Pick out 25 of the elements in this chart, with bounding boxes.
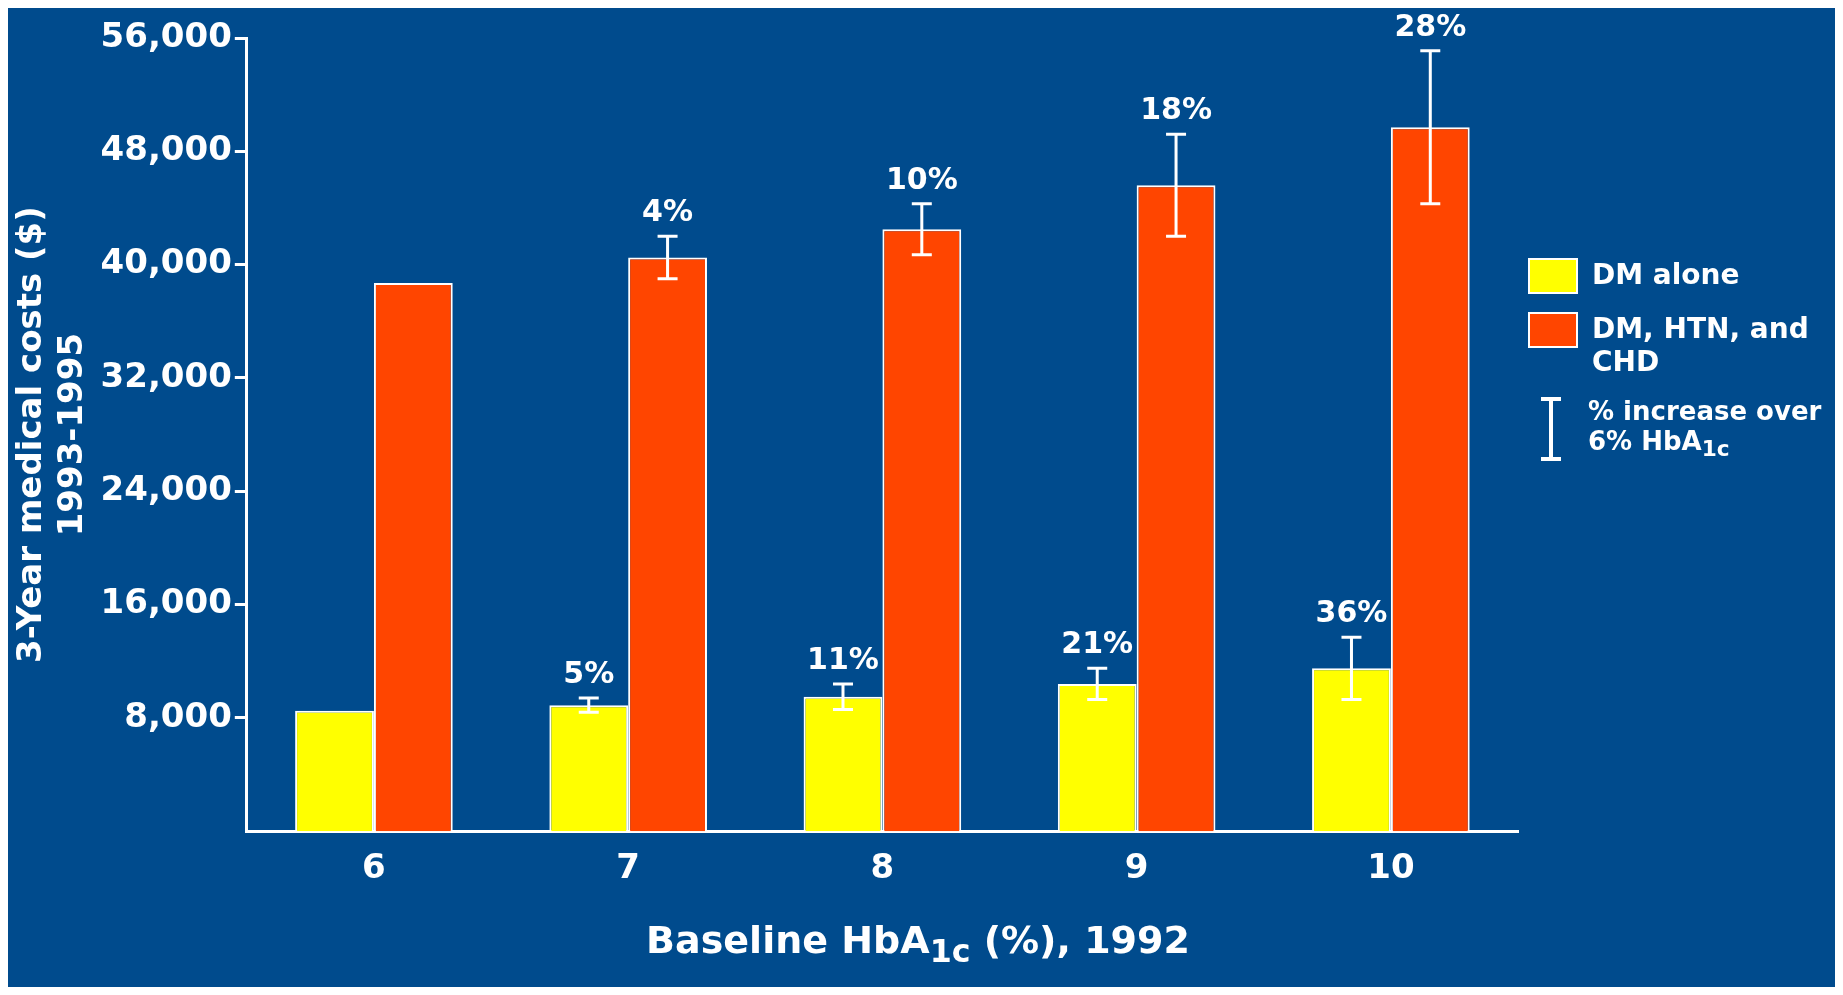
- y-tick-label: 24,000: [100, 468, 232, 509]
- annotation: 10%: [885, 160, 958, 196]
- annotation: 11%: [807, 640, 879, 676]
- x-tick-label: 8: [870, 846, 895, 887]
- annotation: 4%: [642, 193, 694, 229]
- annotation: 28%: [1394, 7, 1467, 43]
- annotation: 21%: [1061, 625, 1134, 661]
- y-tick-label: 48,000: [100, 128, 232, 169]
- legend-label: DM, HTN, and CHD: [1592, 312, 1810, 378]
- y-tick-label: 40,000: [100, 241, 232, 282]
- y-tick-label: 16,000: [100, 581, 232, 622]
- text: % increase over 6% HbA$_{1c}$: [1588, 396, 1823, 462]
- legend-label: DM alone: [1592, 258, 1740, 291]
- y-axis-title: 3-Year medical costs ($) 1993-1995: [9, 206, 91, 663]
- x-tick-label: 7: [616, 846, 640, 887]
- x-axis-title: Baseline HbA$_{1c}$ (%), 1992: [645, 918, 1191, 969]
- y-tick-label: 8,000: [124, 694, 232, 735]
- annotation: 36%: [1315, 593, 1388, 629]
- y-tick-label: 32,000: [100, 354, 232, 395]
- annotation: 5%: [563, 654, 615, 690]
- annotation: 18%: [1140, 91, 1212, 127]
- x-tick-label: 6: [362, 846, 386, 887]
- y-tick-label: 56,000: [100, 14, 232, 55]
- x-tick-label: 9: [1124, 846, 1149, 887]
- x-tick-label: 10: [1367, 846, 1415, 887]
